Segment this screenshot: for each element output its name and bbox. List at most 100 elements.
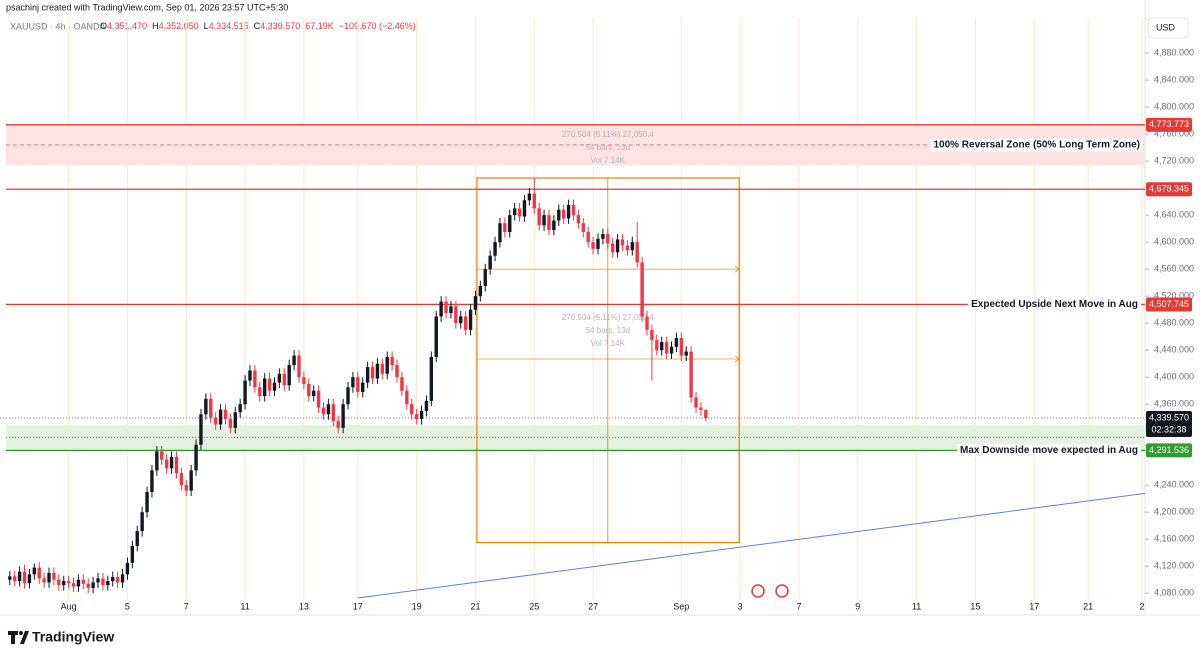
measure-text: 270.504 (6.11%) 27,050.4 bbox=[562, 130, 654, 139]
price-tag-label: 4,291.536 bbox=[1149, 445, 1189, 455]
candle-body bbox=[341, 404, 345, 428]
y-tick-label: 4,640.000 bbox=[1154, 210, 1194, 220]
candle-body bbox=[37, 567, 41, 579]
candle-body bbox=[454, 306, 458, 324]
y-tick-label: 4,200.000 bbox=[1154, 507, 1194, 517]
candle-body bbox=[449, 306, 453, 314]
candle-body bbox=[8, 576, 12, 580]
x-tick-label: 19 bbox=[412, 601, 422, 611]
candle-body bbox=[444, 301, 448, 314]
candle-body bbox=[96, 578, 100, 583]
candle-body bbox=[120, 574, 125, 583]
candle-body bbox=[307, 383, 311, 397]
candle-body bbox=[179, 473, 184, 486]
candle-body bbox=[410, 404, 414, 415]
candle-body bbox=[512, 208, 517, 216]
candle-body bbox=[660, 342, 664, 351]
candle-body bbox=[81, 579, 86, 584]
candle-body bbox=[434, 316, 438, 357]
candle-body bbox=[370, 367, 375, 379]
candle-body bbox=[174, 456, 179, 474]
y-tick-label: 4,520.000 bbox=[1154, 291, 1194, 301]
candle-body bbox=[473, 296, 478, 310]
candle-body bbox=[503, 223, 507, 233]
candle-body bbox=[591, 242, 595, 249]
x-tick-label: 2 bbox=[1140, 601, 1145, 611]
candle-body bbox=[620, 239, 625, 246]
candle-body bbox=[552, 220, 556, 231]
candle-body bbox=[17, 571, 22, 582]
candle-body bbox=[101, 578, 105, 586]
candle-body bbox=[650, 329, 654, 341]
currency: USD bbox=[1156, 22, 1176, 32]
legend-key: O bbox=[100, 21, 107, 31]
candle-body bbox=[478, 286, 483, 297]
candle-body bbox=[346, 387, 350, 405]
price-tag bbox=[1146, 443, 1192, 458]
candle-body bbox=[704, 409, 708, 418]
y-tick-label: 4,600.000 bbox=[1154, 237, 1194, 247]
candle-body bbox=[213, 417, 218, 425]
candle-body bbox=[532, 193, 536, 209]
candle-body bbox=[125, 562, 130, 575]
x-tick-label: 11 bbox=[240, 601, 249, 611]
candle-body bbox=[228, 419, 233, 428]
candle-body bbox=[155, 451, 159, 471]
candle-body bbox=[218, 409, 223, 425]
candle-body bbox=[130, 545, 135, 563]
candle-body bbox=[351, 377, 355, 388]
candle-body bbox=[282, 373, 286, 386]
candle-body bbox=[238, 404, 242, 413]
candle-body bbox=[576, 215, 581, 224]
candle-body bbox=[664, 342, 669, 354]
last-price-label: 4,339.570 bbox=[1149, 412, 1189, 422]
candle-body bbox=[57, 579, 61, 586]
currency-button[interactable] bbox=[1147, 17, 1189, 39]
x-tick-label: 11 bbox=[912, 601, 921, 611]
candle-body bbox=[27, 574, 32, 584]
price-tag bbox=[1146, 182, 1192, 197]
candle-body bbox=[527, 193, 532, 201]
event-icon[interactable] bbox=[751, 584, 765, 598]
candle-body bbox=[439, 301, 443, 317]
candle-body bbox=[508, 215, 512, 233]
candle-body bbox=[395, 365, 399, 378]
x-tick-label: 9 bbox=[855, 601, 860, 611]
measure-arrow bbox=[734, 355, 740, 363]
candle-body bbox=[115, 577, 120, 583]
candle-body bbox=[356, 377, 360, 393]
event-icons bbox=[751, 584, 789, 598]
candle-body bbox=[566, 205, 571, 219]
candle-body bbox=[336, 421, 340, 428]
candle-body bbox=[635, 242, 639, 263]
logo-mark bbox=[8, 631, 29, 644]
candle-body bbox=[76, 579, 81, 587]
candle-body bbox=[111, 577, 115, 582]
candle-body bbox=[390, 356, 394, 366]
candle-body bbox=[468, 309, 473, 330]
candle-body bbox=[645, 316, 649, 330]
candle-body bbox=[586, 232, 590, 243]
candle-body bbox=[459, 316, 463, 324]
candle-body bbox=[424, 400, 429, 411]
candle-body bbox=[699, 407, 703, 410]
candle-body bbox=[277, 373, 282, 383]
candle-body bbox=[326, 404, 331, 415]
legend-key: C bbox=[254, 21, 261, 31]
candle-body bbox=[164, 459, 169, 469]
x-tick-label: Aug bbox=[61, 601, 77, 611]
y-tick-label: 4,360.000 bbox=[1154, 399, 1194, 409]
candle-body bbox=[493, 242, 497, 256]
x-tick-label: 27 bbox=[588, 601, 598, 611]
logo: TradingView bbox=[8, 629, 114, 645]
candle-body bbox=[542, 215, 546, 226]
y-tick-label: 4,080.000 bbox=[1154, 588, 1194, 598]
y-tick-label: 4,760.000 bbox=[1154, 129, 1194, 139]
event-icon[interactable] bbox=[775, 584, 789, 598]
price-tag-label: 4,507.745 bbox=[1149, 299, 1189, 309]
candle-body bbox=[361, 382, 365, 393]
candle-body bbox=[429, 356, 434, 401]
